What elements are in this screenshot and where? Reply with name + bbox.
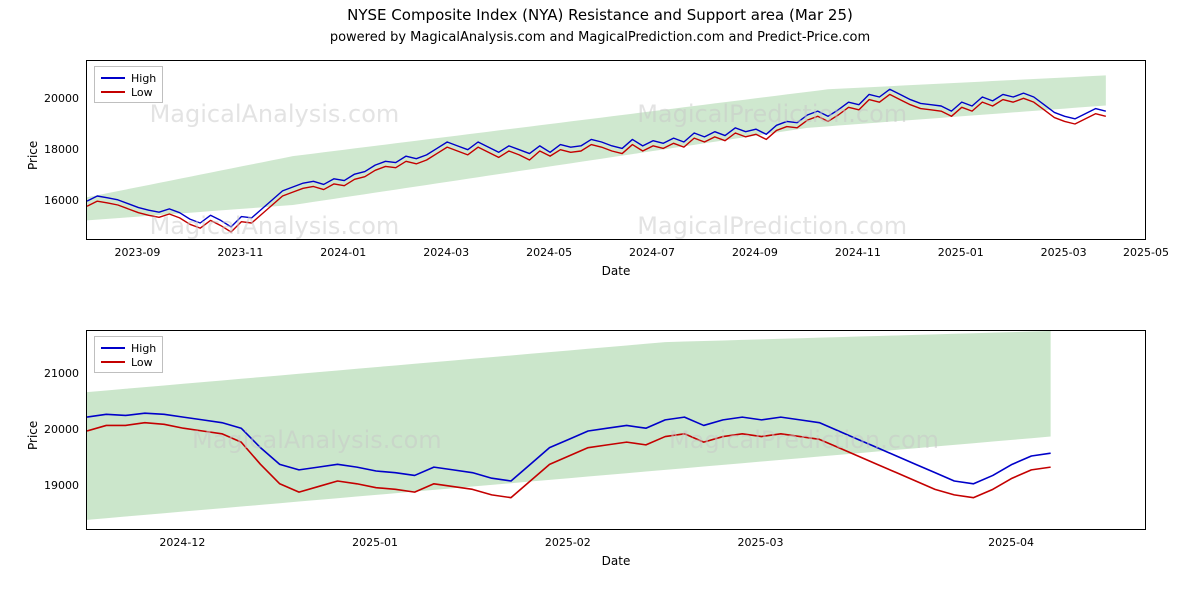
legend-item-low: Low: [101, 355, 156, 369]
legend-swatch: [101, 91, 125, 93]
legend-swatch: [101, 77, 125, 79]
chart-title: NYSE Composite Index (NYA) Resistance an…: [0, 6, 1200, 24]
xtick-label: 2025-02: [533, 536, 603, 549]
legend-label: Low: [131, 86, 153, 99]
chart-subtitle: powered by MagicalAnalysis.com and Magic…: [0, 30, 1200, 45]
xtick-label: 2024-05: [514, 246, 584, 259]
ytick-label: 20000: [31, 92, 79, 105]
xtick-label: 2023-09: [102, 246, 172, 259]
ytick-label: 20000: [31, 423, 79, 436]
xtick-label: 2025-03: [1029, 246, 1099, 259]
xtick-label: 2025-05: [1111, 246, 1181, 259]
support-resistance-band: [87, 75, 1106, 220]
top-chart-svg: [87, 61, 1147, 241]
xtick-label: 2024-03: [411, 246, 481, 259]
bottom-chart-xlabel: Date: [86, 554, 1146, 568]
bottom-chart-legend: High Low: [94, 336, 163, 373]
legend-swatch: [101, 361, 125, 363]
ytick-label: 19000: [31, 479, 79, 492]
xtick-label: 2024-09: [720, 246, 790, 259]
xtick-label: 2025-03: [726, 536, 796, 549]
legend-item-low: Low: [101, 85, 156, 99]
ytick-label: 16000: [31, 194, 79, 207]
ytick-label: 18000: [31, 143, 79, 156]
xtick-label: 2024-01: [308, 246, 378, 259]
bottom-chart-panel: [86, 330, 1146, 530]
top-chart-panel: [86, 60, 1146, 240]
bottom-chart-svg: [87, 331, 1147, 531]
legend-label: High: [131, 342, 156, 355]
xtick-label: 2025-04: [976, 536, 1046, 549]
series-low: [87, 94, 1106, 232]
legend-item-high: High: [101, 71, 156, 85]
xtick-label: 2024-07: [617, 246, 687, 259]
top-chart-legend: High Low: [94, 66, 163, 103]
legend-label: High: [131, 72, 156, 85]
figure: NYSE Composite Index (NYA) Resistance an…: [0, 0, 1200, 600]
top-chart-xlabel: Date: [86, 264, 1146, 278]
xtick-label: 2023-11: [205, 246, 275, 259]
xtick-label: 2024-11: [823, 246, 893, 259]
xtick-label: 2025-01: [926, 246, 996, 259]
legend-swatch: [101, 347, 125, 349]
ytick-label: 21000: [31, 367, 79, 380]
xtick-label: 2025-01: [340, 536, 410, 549]
legend-item-high: High: [101, 341, 156, 355]
xtick-label: 2024-12: [147, 536, 217, 549]
legend-label: Low: [131, 356, 153, 369]
